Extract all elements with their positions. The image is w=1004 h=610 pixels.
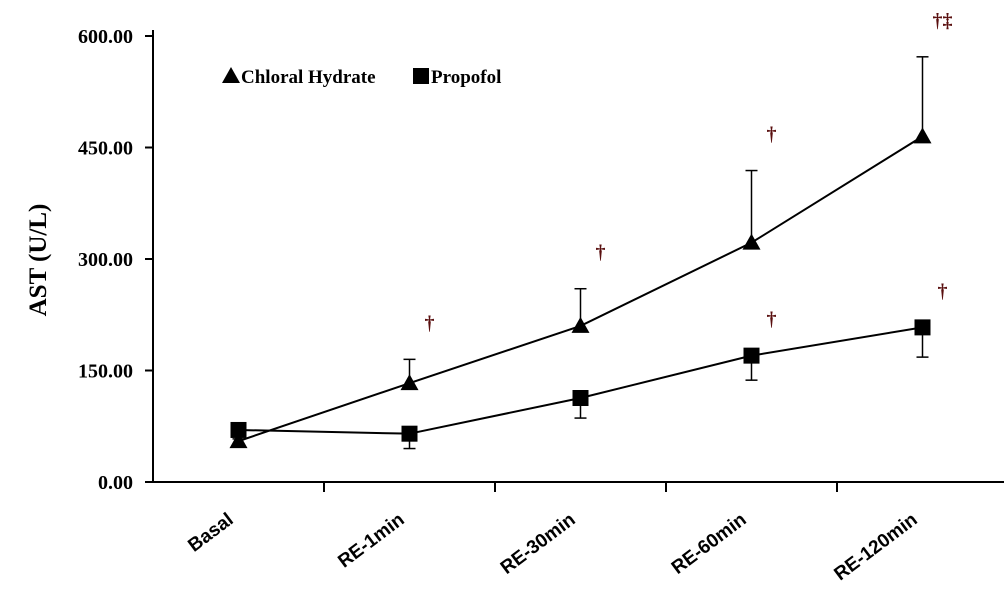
x-tick-label: RE-60min bbox=[668, 509, 751, 579]
y-tick-label: 450.00 bbox=[78, 138, 133, 160]
data-point bbox=[571, 316, 590, 333]
x-tick-label: RE-30min bbox=[497, 509, 580, 579]
x-tick-label: Basal bbox=[184, 509, 237, 556]
legend-item: Chloral Hydrate bbox=[222, 67, 376, 88]
series-layer: ††††‡†† bbox=[229, 10, 953, 450]
significance-marker: † bbox=[767, 124, 777, 146]
significance-marker: † bbox=[767, 309, 777, 331]
data-point bbox=[742, 233, 761, 250]
legend-label: Chloral Hydrate bbox=[241, 67, 376, 88]
x-ticks: Basal RE-1min RE-30min RE-60min RE-120min bbox=[184, 482, 922, 585]
significance-marker: † bbox=[596, 242, 606, 264]
legend-marker bbox=[222, 67, 240, 83]
significance-marker: † bbox=[425, 312, 435, 334]
significance-marker: †‡ bbox=[933, 10, 953, 32]
significance-marker: † bbox=[938, 280, 948, 302]
data-point bbox=[914, 319, 931, 336]
y-tick-label: 0.00 bbox=[98, 472, 133, 494]
y-tick-label: 300.00 bbox=[78, 249, 133, 271]
legend-item: Propofol bbox=[413, 67, 501, 88]
series-propofol: †† bbox=[230, 280, 948, 450]
x-tick-label: RE-120min bbox=[830, 509, 921, 585]
legend: Chloral Hydrate Propofol bbox=[222, 67, 501, 88]
y-ticks: 0.00 150.00 300.00 450.00 600.00 bbox=[78, 26, 153, 494]
data-point bbox=[743, 347, 760, 364]
axes bbox=[152, 30, 1004, 483]
legend-marker bbox=[413, 68, 429, 84]
y-axis-label: AST (U/L) bbox=[25, 204, 52, 317]
x-tick-label: RE-1min bbox=[334, 509, 408, 572]
data-point bbox=[400, 374, 419, 391]
data-point bbox=[229, 432, 248, 449]
data-point bbox=[230, 421, 247, 438]
y-tick-label: 150.00 bbox=[78, 361, 133, 383]
data-point bbox=[913, 127, 932, 144]
y-tick-label: 600.00 bbox=[78, 26, 133, 48]
data-point bbox=[572, 390, 589, 407]
data-point bbox=[401, 425, 418, 442]
legend-label: Propofol bbox=[431, 67, 501, 88]
